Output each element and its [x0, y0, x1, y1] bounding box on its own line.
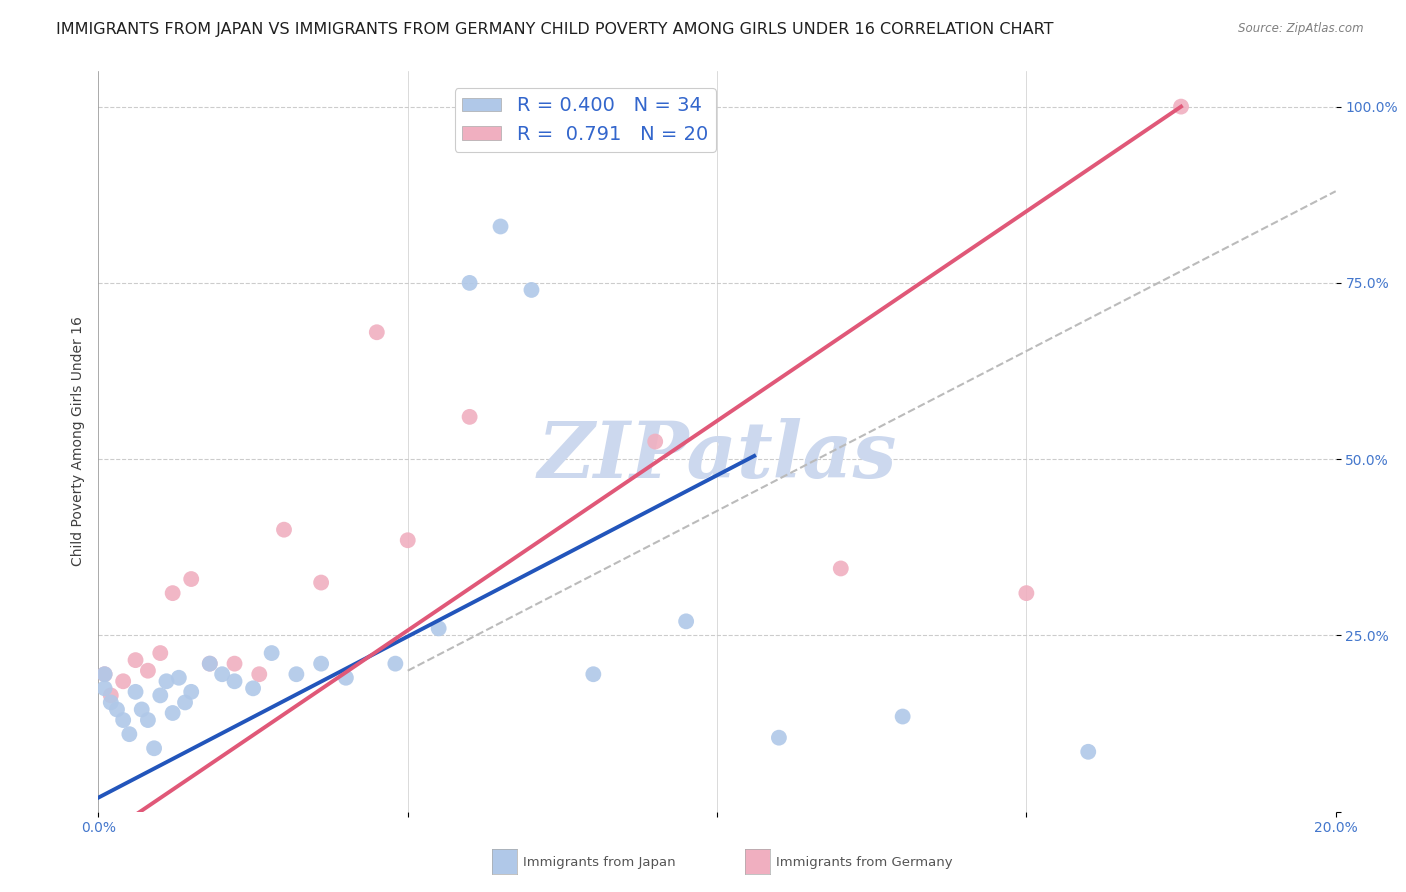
Point [1015, 586, 1038, 600]
Point [131, 702, 153, 716]
Point [105, 702, 128, 716]
Text: Source: ZipAtlas.com: Source: ZipAtlas.com [1239, 22, 1364, 36]
Point [309, 575, 332, 590]
Text: IMMIGRANTS FROM JAPAN VS IMMIGRANTS FROM GERMANY CHILD POVERTY AMONG GIRLS UNDER: IMMIGRANTS FROM JAPAN VS IMMIGRANTS FROM… [56, 22, 1053, 37]
Point [582, 667, 605, 681]
Point [143, 741, 166, 756]
Point [242, 681, 264, 696]
Point [366, 325, 388, 339]
Point [93, 681, 115, 696]
Point [458, 276, 481, 290]
Y-axis label: Child Poverty Among Girls Under 16: Child Poverty Among Girls Under 16 [70, 317, 84, 566]
Point [768, 731, 790, 745]
Point [384, 657, 406, 671]
Point [100, 695, 122, 709]
Point [100, 689, 122, 703]
Point [224, 657, 246, 671]
Point [211, 667, 233, 681]
Point [285, 667, 308, 681]
Point [458, 409, 481, 424]
Point [93, 667, 115, 681]
Point [167, 671, 190, 685]
Point [112, 713, 135, 727]
Point [93, 667, 115, 681]
Point [644, 434, 666, 449]
Point [260, 646, 283, 660]
Point [309, 657, 332, 671]
Point [891, 709, 914, 723]
Point [118, 727, 141, 741]
Point [174, 695, 197, 709]
Point [136, 664, 159, 678]
Point [112, 674, 135, 689]
Text: ZIPatlas: ZIPatlas [537, 418, 897, 494]
Point [247, 667, 270, 681]
Point [155, 674, 177, 689]
Text: Immigrants from Germany: Immigrants from Germany [776, 856, 953, 869]
Point [273, 523, 295, 537]
Point [1077, 745, 1099, 759]
Point [180, 685, 202, 699]
Point [198, 657, 221, 671]
Point [675, 615, 697, 629]
Point [180, 572, 202, 586]
Point [396, 533, 419, 548]
Point [162, 586, 184, 600]
Point [149, 646, 172, 660]
Point [830, 561, 852, 575]
Point [149, 689, 172, 703]
Point [489, 219, 512, 234]
Point [427, 621, 450, 635]
Point [224, 674, 246, 689]
Point [520, 283, 543, 297]
Point [198, 657, 221, 671]
Point [124, 685, 146, 699]
Point [162, 706, 184, 720]
Point [335, 671, 357, 685]
Point [124, 653, 146, 667]
Legend: R = 0.400   N = 34, R =  0.791   N = 20: R = 0.400 N = 34, R = 0.791 N = 20 [454, 88, 716, 152]
Text: Immigrants from Japan: Immigrants from Japan [523, 856, 676, 869]
Point [136, 713, 159, 727]
Point [1170, 100, 1192, 114]
